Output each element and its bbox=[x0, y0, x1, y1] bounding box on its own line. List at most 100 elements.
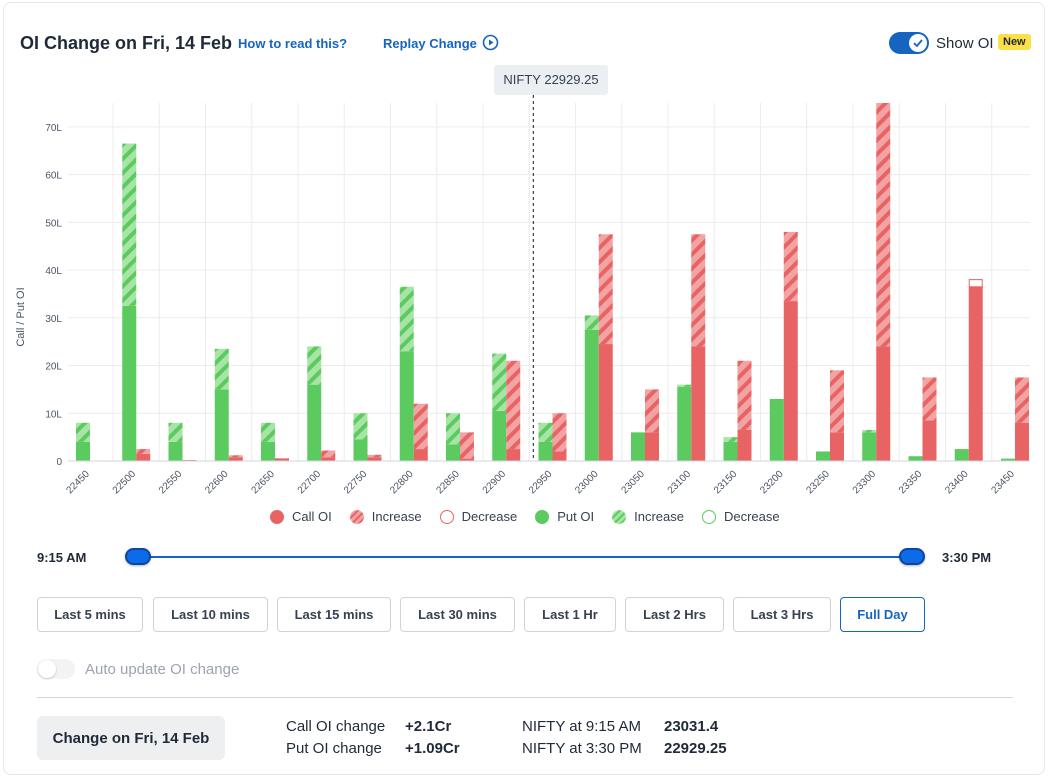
put-bar-base bbox=[769, 398, 784, 461]
put-bar-base bbox=[214, 389, 229, 461]
call-increase-swatch bbox=[349, 509, 364, 524]
x-tick-label: 23250 bbox=[804, 468, 832, 496]
check-icon bbox=[909, 34, 927, 52]
put-bar-base bbox=[168, 441, 183, 461]
x-tick-label: 23150 bbox=[712, 468, 740, 496]
auto-update-label: Auto update OI change bbox=[85, 661, 240, 678]
time-slider-track[interactable] bbox=[138, 556, 912, 558]
call-bar-increase bbox=[645, 389, 659, 433]
range-last-2-hrs[interactable]: Last 2 Hrs bbox=[625, 597, 724, 632]
put-bar-increase bbox=[492, 353, 507, 411]
y-tick-label: 10L bbox=[45, 409, 62, 420]
time-slider-end-handle[interactable] bbox=[899, 548, 925, 565]
range-last-10-mins[interactable]: Last 10 mins bbox=[153, 597, 268, 632]
x-tick-label: 23050 bbox=[619, 468, 647, 496]
bars bbox=[76, 103, 1029, 461]
put-bar-increase bbox=[399, 286, 414, 352]
call-bar-increase bbox=[413, 403, 428, 450]
x-tick-label: 23200 bbox=[758, 468, 786, 496]
call-bar-increase bbox=[321, 450, 336, 458]
put-bar-base bbox=[862, 432, 877, 461]
call-decrease-swatch bbox=[439, 509, 454, 524]
put-oi-change-value: +1.09Cr bbox=[405, 740, 460, 757]
put-bar-base bbox=[122, 305, 137, 461]
put-bar-base bbox=[723, 441, 738, 461]
call-bar-increase bbox=[922, 377, 937, 421]
call-bar-increase bbox=[691, 234, 706, 347]
legend-call-oi[interactable]: Call OI bbox=[270, 509, 332, 524]
call-bar-base bbox=[275, 458, 289, 461]
legend-put-decrease[interactable]: Decrease bbox=[701, 509, 780, 524]
call-bar-base bbox=[1015, 422, 1029, 461]
range-last-30-mins[interactable]: Last 30 mins bbox=[400, 597, 515, 632]
put-bar-increase bbox=[307, 346, 322, 385]
range-last-15-mins[interactable]: Last 15 mins bbox=[277, 597, 391, 632]
legend-put-increase[interactable]: Increase bbox=[612, 509, 684, 524]
oi-change-chart: 0 10L 20L 30L 40L 50L 60L 70L 22450 22500 22550 226… bbox=[15, 95, 1030, 496]
put-bar-increase bbox=[122, 143, 137, 306]
legend-call-increase[interactable]: Increase bbox=[349, 509, 422, 524]
put-bar-increase bbox=[538, 422, 553, 442]
auto-update-toggle[interactable] bbox=[37, 659, 75, 679]
call-bar-base bbox=[321, 457, 336, 461]
call-bar-base bbox=[968, 286, 983, 461]
call-bar-increase bbox=[460, 432, 474, 459]
x-tick-label: 23400 bbox=[943, 468, 971, 496]
call-bar-base bbox=[460, 458, 474, 461]
put-bar-base bbox=[908, 456, 923, 461]
x-tick-label: 22800 bbox=[388, 468, 416, 496]
replay-change-link[interactable]: Replay Change bbox=[383, 36, 477, 51]
x-tick-label: 23300 bbox=[851, 468, 879, 496]
grid bbox=[68, 103, 1030, 462]
change-date-button[interactable]: Change on Fri, 14 Feb bbox=[37, 716, 225, 760]
legend-call-decrease[interactable]: Decrease bbox=[439, 509, 517, 524]
call-bar-base bbox=[552, 451, 567, 461]
put-bar-base bbox=[446, 444, 460, 461]
how-to-read-link[interactable]: How to read this? bbox=[238, 36, 348, 51]
range-last-5-mins[interactable]: Last 5 mins bbox=[37, 597, 143, 632]
call-bar-increase bbox=[830, 370, 844, 433]
call-bar-decrease bbox=[968, 279, 983, 288]
y-tick-label: 20L bbox=[45, 362, 62, 373]
call-bar-base bbox=[367, 457, 382, 461]
legend-put-oi[interactable]: Put OI bbox=[535, 509, 594, 524]
time-slider-start-handle[interactable] bbox=[125, 548, 151, 565]
put-oi-change-label: Put OI change bbox=[286, 740, 382, 757]
put-bar-increase bbox=[353, 413, 368, 440]
call-oi-change-label: Call OI change bbox=[286, 718, 386, 735]
call-bar-increase bbox=[367, 454, 382, 458]
range-last-1-hr[interactable]: Last 1 Hr bbox=[524, 597, 616, 632]
new-badge: New bbox=[998, 34, 1031, 50]
x-tick-label: 22700 bbox=[296, 468, 324, 496]
call-bar-base bbox=[691, 346, 706, 461]
toggle-knob bbox=[38, 660, 56, 678]
x-tick-label: 22850 bbox=[434, 468, 462, 496]
call-bar-increase bbox=[506, 360, 521, 450]
y-tick-label: 50L bbox=[45, 218, 62, 229]
nifty-open-label: NIFTY at 9:15 AM bbox=[522, 718, 641, 735]
range-full-day[interactable]: Full Day bbox=[840, 597, 925, 632]
range-last-3-hrs[interactable]: Last 3 Hrs bbox=[733, 597, 831, 632]
put-bar-increase bbox=[214, 348, 229, 390]
call-bar-base bbox=[136, 453, 151, 461]
call-bar-base bbox=[830, 432, 844, 461]
x-tick-label: 23350 bbox=[897, 468, 925, 496]
x-tick-label: 22900 bbox=[481, 468, 509, 496]
spot-price-tooltip: NIFTY 22929.25 bbox=[494, 65, 608, 95]
put-bar-increase bbox=[261, 422, 275, 442]
start-time-label: 9:15 AM bbox=[37, 550, 87, 565]
call-bar-base bbox=[645, 432, 659, 461]
x-tick-label: 22750 bbox=[342, 468, 370, 496]
put-bar-increase bbox=[723, 437, 738, 442]
show-oi-toggle[interactable] bbox=[889, 32, 929, 54]
put-bar-base bbox=[631, 432, 645, 461]
put-decrease-swatch bbox=[701, 509, 716, 524]
call-bar-base bbox=[413, 449, 428, 461]
x-tick-label: 22950 bbox=[527, 468, 555, 496]
put-bar-increase bbox=[584, 315, 599, 330]
call-bar-increase bbox=[737, 360, 752, 430]
put-bar-base bbox=[538, 441, 553, 461]
put-bar-base bbox=[76, 441, 90, 461]
play-circle-icon[interactable] bbox=[482, 34, 499, 51]
oi-change-card bbox=[3, 2, 1045, 775]
